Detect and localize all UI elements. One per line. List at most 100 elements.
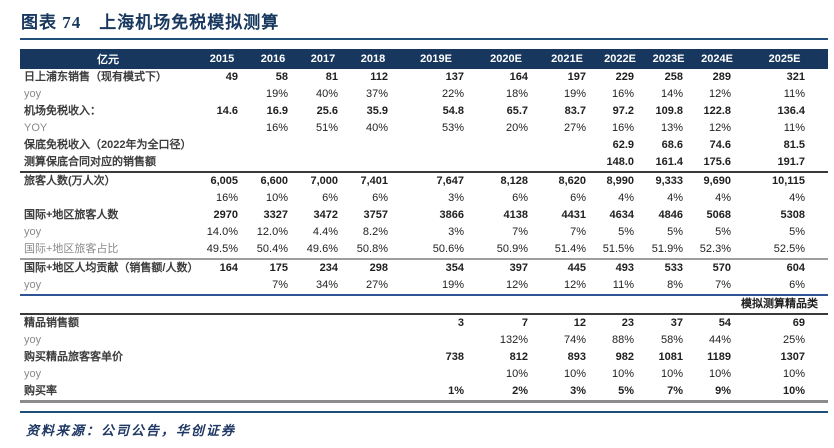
cell — [348, 349, 398, 366]
cell: 893 — [567, 351, 586, 363]
column-header-year: 2019E — [398, 49, 474, 69]
cell: 7,000 — [310, 175, 338, 187]
cell: 12.0% — [256, 226, 288, 238]
cell: 6,005 — [210, 175, 238, 187]
row-label: 国际+地区旅客人数 — [24, 209, 119, 221]
cell: 738 — [445, 351, 464, 363]
cell: 54 — [718, 317, 731, 329]
cell: 6% — [322, 192, 338, 204]
table-row: 日上浦东销售（现有模式下） 49 58 81 112 137 164 197 229 258 289… — [20, 69, 828, 86]
cell — [398, 332, 474, 349]
cell: 16.9 — [266, 105, 288, 117]
cell — [398, 366, 474, 383]
cell: 9% — [693, 383, 741, 403]
cell: 1189 — [707, 351, 731, 363]
cell: 175.6 — [693, 154, 741, 173]
cell: 132% — [499, 334, 528, 346]
cell: 40% — [365, 122, 388, 134]
table-header: 亿元 2015 2016 2017 2018 2019E 2020E 2021E 2022E 20… — [20, 49, 828, 69]
table-row: 购买精品旅客客单价 738 812 893 982 1081 1189 1307 — [20, 349, 828, 366]
cell — [248, 154, 298, 173]
cell — [196, 86, 248, 103]
table-row: 国际+地区旅客占比 49.5% 50.4% 49.6% 50.8% 50.6% 50.9% 5… — [20, 241, 828, 260]
cell: 44% — [708, 334, 731, 346]
column-header-year: 2021E — [538, 49, 596, 69]
cell — [538, 154, 596, 173]
cell: 52.5% — [741, 241, 828, 260]
cell: 14% — [660, 88, 683, 100]
cell: 50.6% — [398, 241, 474, 260]
cell: 10% — [265, 192, 288, 204]
cell: 4% — [667, 192, 683, 204]
column-header-year: 2017 — [298, 49, 348, 69]
cell: 164 — [219, 262, 238, 274]
cell — [248, 366, 298, 383]
column-header-year: 2020E — [474, 49, 538, 69]
row-label: 国际+地区旅客占比 — [20, 241, 196, 260]
cell: 3 — [457, 317, 464, 329]
cell: 1081 — [658, 351, 683, 363]
cell: 3% — [448, 226, 464, 238]
cell: 5% — [789, 226, 805, 238]
cell: 1307 — [780, 351, 805, 363]
table-row: yoy 19% 40% 37% 22% 18% 19% 16% 14% 12% 11% — [20, 86, 828, 103]
cell — [196, 349, 248, 366]
cell: 8.2% — [362, 226, 388, 238]
cell — [196, 120, 248, 137]
table-row: 机场免税收入： 14.6 16.9 25.6 35.9 54.8 65.7 83.7 97.2 1… — [20, 103, 828, 120]
column-header-year: 2015 — [196, 49, 248, 69]
row-label: 国际+地区人均贡献（销售额/人数） — [24, 262, 196, 274]
column-header-year: 2025E — [741, 49, 828, 69]
cell: 298 — [369, 262, 388, 274]
cell: 22% — [441, 88, 464, 100]
cell: 982 — [615, 351, 634, 363]
cell: 19% — [398, 277, 474, 296]
cell: 12 — [573, 317, 586, 329]
cell: 604 — [786, 262, 805, 274]
cell: 51.4% — [538, 241, 596, 260]
cell: 8% — [644, 277, 693, 296]
cell: 88% — [611, 334, 634, 346]
cell: 354 — [445, 262, 464, 274]
cell: 12% — [538, 277, 596, 296]
row-label: yoy — [24, 88, 42, 100]
cell: 18% — [505, 88, 528, 100]
title-divider — [20, 38, 828, 40]
cell: 11% — [783, 122, 805, 134]
table-row: yoy 10% 10% 10% 10% 10% 10% — [20, 366, 828, 383]
cell: 234 — [319, 262, 338, 274]
cell: 4846 — [658, 209, 683, 221]
cell — [298, 349, 348, 366]
cell: 6% — [512, 192, 528, 204]
cell — [196, 332, 248, 349]
cell — [348, 154, 398, 173]
cell: 10,115 — [771, 175, 805, 187]
row-label: 旅客人数(万人次） — [24, 175, 116, 187]
cell: 5308 — [780, 209, 805, 221]
figure-title: 图表 74 上海机场免税模拟测算 — [21, 13, 280, 32]
cell: 5% — [667, 226, 683, 238]
cell: 19% — [563, 88, 586, 100]
table-row: 精品销售额 3 7 12 23 37 54 69 — [20, 314, 828, 332]
cell: 10% — [611, 368, 634, 380]
column-header-year: 2023E — [644, 49, 693, 69]
cell: 27% — [563, 122, 586, 134]
cell — [398, 154, 474, 173]
column-header-unit: 亿元 — [20, 49, 196, 69]
cell — [248, 332, 298, 349]
column-header-year: 2022E — [596, 49, 644, 69]
cell: 175 — [269, 262, 288, 274]
cell: 83.7 — [564, 105, 586, 117]
cell: 4431 — [561, 209, 586, 221]
cell: 3% — [448, 192, 464, 204]
report-figure: 图表 74 上海机场免税模拟测算 亿元 2015 2016 2017 2018 2019E… — [0, 13, 834, 448]
cell — [196, 137, 248, 154]
cell: 49 — [225, 71, 238, 83]
row-label: 保底免税收入（2022年为全口径） — [24, 139, 192, 151]
cell: 51.5% — [596, 241, 644, 260]
cell: 3% — [538, 383, 596, 403]
cell: 97.2 — [612, 105, 634, 117]
cell: 7% — [512, 226, 528, 238]
table-row: 购买率 1% 2% 3% 5% 7% 9% 10% — [20, 383, 828, 403]
cell: 14.0% — [206, 226, 238, 238]
